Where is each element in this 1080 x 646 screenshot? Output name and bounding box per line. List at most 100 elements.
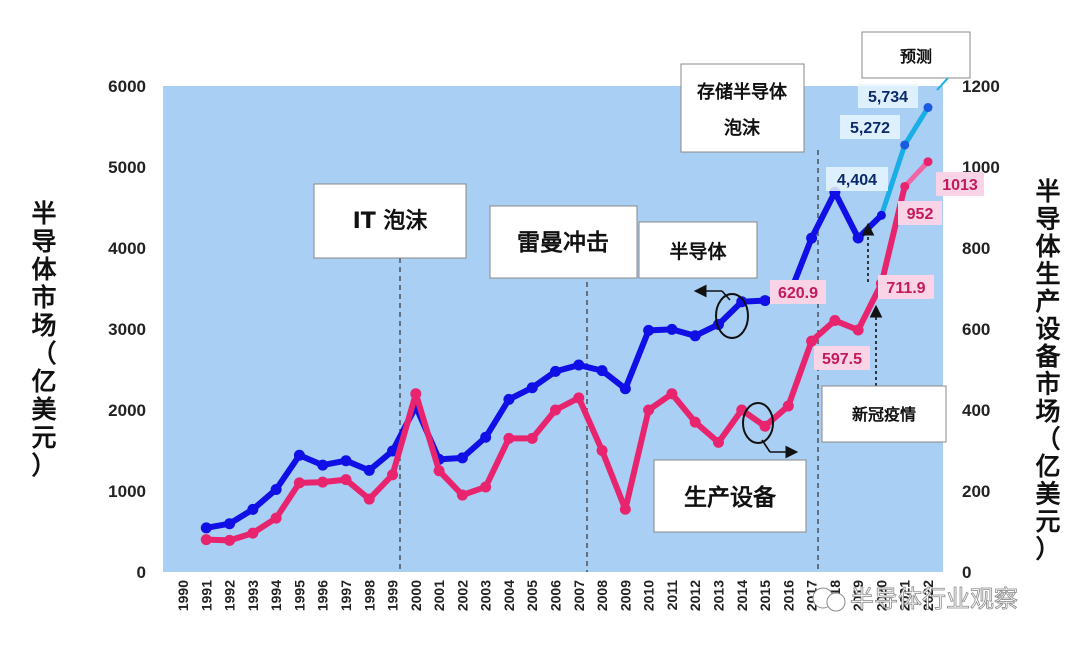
svg-text:泡沫: 泡沫 (724, 117, 761, 139)
semiconductor-axis-arrow-stem (721, 290, 731, 301)
equipment-ellipse (742, 402, 774, 444)
y-right-tick-400: 400 (962, 401, 990, 420)
series-1-point-2004 (503, 432, 515, 444)
series-0-point-2010 (643, 324, 655, 336)
series-1-point-2003 (480, 481, 492, 493)
series-1-point-1995 (293, 477, 305, 489)
series-1-point-2022 (923, 157, 933, 167)
series-0-point-1997 (340, 455, 352, 467)
series-0-point-1999 (387, 445, 399, 457)
data-label-equip-2021: 952 (898, 201, 942, 225)
series-0-point-2003 (480, 431, 492, 443)
svg-text:5,734: 5,734 (868, 89, 908, 106)
series-1-point-2007 (573, 392, 585, 404)
y-left-tick-4000: 4000 (108, 239, 146, 258)
series-0-point-2002 (456, 452, 468, 464)
x-tick-2022: 2022 (920, 580, 936, 611)
svg-text:597.5: 597.5 (822, 351, 862, 368)
svg-text:半导体: 半导体 (669, 240, 727, 263)
x-tick-2020: 2020 (873, 580, 889, 611)
covid-box: 新冠疫情 (821, 385, 947, 443)
series-0-point-1995 (293, 449, 305, 461)
y-right-tick-200: 200 (962, 482, 990, 501)
y-left-tick-0: 0 (137, 563, 146, 582)
series-1-point-2005 (526, 432, 538, 444)
x-tick-2007: 2007 (571, 580, 587, 611)
x-tick-1991: 1991 (198, 580, 214, 611)
series-1-point-2018 (829, 315, 841, 327)
y-right-axis-label: 半导体生产设备市场（亿美元） (1034, 177, 1061, 564)
series-1-point-1991 (200, 534, 212, 546)
series-1-point-1999 (387, 469, 399, 481)
svg-text:存储半导体: 存储半导体 (697, 81, 788, 103)
series-1-point-2019 (852, 324, 864, 336)
y-right-tick-800: 800 (962, 239, 990, 258)
series-1-point-1996 (317, 476, 329, 488)
series-forecast-line-1 (902, 159, 931, 189)
series-lines (200, 103, 933, 546)
svg-text:952: 952 (907, 206, 934, 223)
x-tick-2010: 2010 (641, 580, 657, 611)
svg-text:预测: 预测 (900, 47, 932, 66)
svg-text:生产设备: 生产设备 (684, 484, 777, 511)
it-bubble-box: IT 泡沫 (313, 183, 467, 259)
series-1-point-2012 (689, 416, 701, 428)
x-tick-2000: 2000 (408, 580, 424, 611)
x-tick-1990: 1990 (175, 580, 191, 611)
x-tick-1996: 1996 (315, 580, 331, 611)
series-1-point-1992 (224, 534, 236, 546)
series-1-point-2001 (433, 465, 445, 477)
x-tick-2012: 2012 (687, 580, 703, 611)
semiconductor-ellipse (715, 293, 749, 339)
x-tick-1999: 1999 (385, 580, 401, 611)
series-0-point-2020 (876, 210, 886, 220)
series-1-point-1994 (270, 512, 282, 524)
data-label-equip-2018: 620.9 (770, 280, 826, 304)
x-tick-2015: 2015 (757, 580, 773, 611)
svg-text:雷曼冲击: 雷曼冲击 (517, 230, 609, 256)
y-left-tick-2000: 2000 (108, 401, 146, 420)
series-1-point-2010 (643, 404, 655, 416)
equipment-box: 生产设备 (653, 459, 807, 533)
series-0-point-1994 (270, 483, 282, 495)
x-tick-2019: 2019 (850, 580, 866, 611)
data-label-equip-2020: 711.9 (878, 275, 934, 299)
series-0-point-2022 (923, 103, 933, 113)
svg-text:5,272: 5,272 (850, 120, 890, 137)
series-1-point-1993 (247, 527, 259, 539)
series-0-point-2011 (666, 323, 678, 335)
y-right-tick-0: 0 (962, 563, 971, 582)
y-left-tick-1000: 1000 (108, 482, 146, 501)
x-tick-1995: 1995 (291, 580, 307, 611)
watermark: 半导体行业观察 (812, 585, 1018, 613)
x-tick-2008: 2008 (594, 580, 610, 611)
series-1-point-2008 (596, 445, 608, 456)
x-tick-2021: 2021 (897, 580, 913, 611)
x-tick-1992: 1992 (222, 580, 238, 611)
series-0-point-2014 (736, 296, 748, 308)
series-0-point-1996 (317, 459, 329, 471)
series-1-point-1998 (363, 493, 375, 505)
y-right-tick-600: 600 (962, 320, 990, 339)
x-tick-1993: 1993 (245, 580, 261, 611)
data-label-semi-2022: 5,734 (858, 84, 918, 108)
data-label-semi-2020: 4,404 (826, 167, 888, 191)
x-tick-2001: 2001 (431, 580, 447, 611)
y-left-tick-3000: 3000 (108, 320, 146, 339)
svg-text:新冠疫情: 新冠疫情 (852, 405, 916, 424)
series-0-point-2012 (689, 330, 701, 342)
series-0-point-1991 (200, 522, 212, 534)
data-label-equip-2019: 597.5 (814, 346, 870, 370)
series-1-point-2015 (759, 420, 771, 432)
series-1-point-2013 (712, 436, 724, 448)
series-1-point-2016 (782, 400, 794, 412)
x-tick-2011: 2011 (664, 580, 680, 611)
series-0-point-2017 (806, 232, 818, 244)
series-1-point-1997 (340, 474, 352, 486)
series-0-point-2004 (503, 393, 515, 405)
series-1-point-2017 (806, 335, 818, 347)
data-label-equip-2022: 1013 (936, 172, 984, 196)
svg-text:4,404: 4,404 (837, 172, 877, 189)
